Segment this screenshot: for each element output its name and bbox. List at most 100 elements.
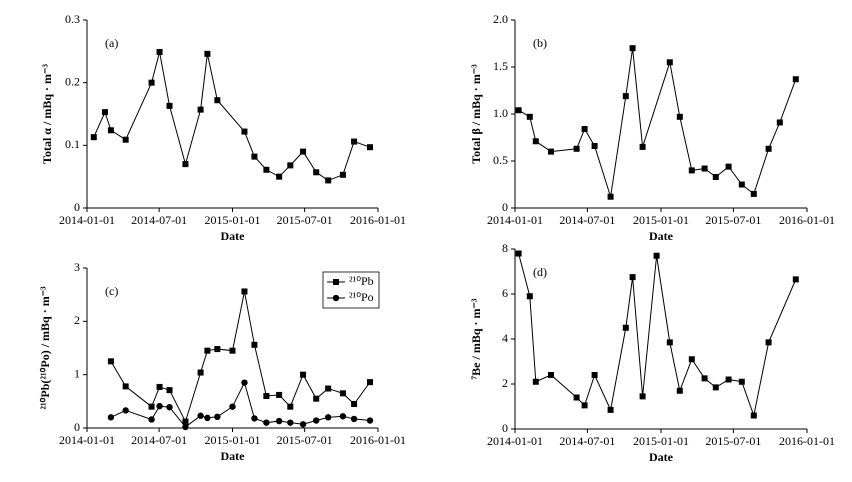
marker: [275, 417, 283, 425]
marker: [573, 394, 580, 401]
marker: [122, 136, 129, 143]
marker: [622, 324, 629, 331]
panel-label: (c): [105, 284, 118, 298]
y-tick-label: 8: [502, 241, 508, 255]
marker: [339, 413, 347, 420]
marker: [241, 128, 248, 135]
marker: [725, 376, 732, 383]
y-tick-label: 2: [74, 313, 80, 327]
marker: [526, 113, 533, 120]
panel-label: (d): [533, 265, 547, 279]
marker: [299, 421, 307, 428]
marker: [148, 403, 155, 410]
marker: [214, 346, 221, 353]
marker: [765, 339, 772, 346]
marker: [263, 166, 270, 173]
legend-label: ²¹⁰Po: [349, 290, 374, 304]
y-axis-label: ²¹⁰Pb(²¹⁰Po) / mBq · m⁻³: [38, 286, 52, 410]
marker: [325, 385, 332, 392]
y-tick-label: 2.0: [493, 12, 508, 26]
y-axis-label: ⁷Be / mBq · m⁻³: [469, 298, 483, 379]
x-tick-label: 2016-01-01: [779, 434, 835, 448]
marker: [182, 161, 189, 168]
marker: [107, 127, 114, 134]
x-tick-label: 2016-01-01: [350, 433, 406, 447]
marker: [666, 339, 673, 346]
y-tick-label: 4: [502, 331, 508, 345]
marker: [332, 294, 340, 302]
marker: [214, 97, 221, 104]
y-tick-label: 1.0: [493, 106, 508, 120]
marker: [313, 417, 320, 424]
x-tick-label: 2016-01-01: [779, 213, 835, 227]
marker: [182, 423, 189, 431]
x-tick-label: 2015-01-01: [633, 213, 689, 227]
marker: [287, 403, 294, 410]
marker: [229, 347, 236, 354]
marker: [197, 412, 204, 419]
panel-label: (b): [533, 36, 547, 50]
marker: [197, 369, 204, 376]
marker: [313, 169, 320, 176]
marker: [263, 419, 270, 426]
marker: [607, 193, 614, 200]
marker: [251, 153, 258, 160]
marker: [325, 177, 332, 184]
x-tick-label: 2014-01-01: [59, 433, 115, 447]
y-tick-label: 0.1: [65, 137, 80, 151]
marker: [148, 79, 155, 86]
x-axis-label: Date: [221, 449, 246, 463]
y-tick-label: 2: [502, 376, 508, 390]
marker: [156, 383, 163, 390]
marker: [313, 395, 320, 402]
marker: [701, 375, 708, 382]
panel: 0 0.5 1.0 1.5 2.0 2014-01-01 2014-07-01 2015-01…: [469, 12, 835, 243]
marker: [712, 173, 719, 180]
x-tick-label: 2014-01-01: [59, 213, 115, 227]
x-tick-label: 2014-07-01: [131, 213, 187, 227]
x-tick-label: 2014-07-01: [131, 433, 187, 447]
marker: [107, 358, 114, 365]
marker: [148, 416, 155, 423]
marker: [548, 372, 554, 378]
marker: [122, 407, 129, 414]
x-tick-label: 2016-01-01: [350, 213, 406, 227]
marker: [688, 356, 695, 363]
marker: [792, 276, 799, 283]
marker: [653, 252, 660, 259]
marker: [287, 162, 294, 169]
marker: [515, 107, 522, 114]
y-tick-label: 1: [74, 366, 80, 380]
marker: [166, 102, 173, 109]
marker: [712, 384, 719, 391]
marker: [263, 393, 270, 399]
y-tick-label: 0.5: [493, 153, 508, 167]
marker: [333, 279, 339, 285]
y-tick-label: 6: [502, 286, 508, 300]
marker: [166, 404, 173, 411]
legend-box: [322, 271, 380, 309]
marker: [629, 45, 636, 52]
x-axis-label: Date: [649, 450, 674, 464]
x-tick-label: 2015-07-01: [705, 434, 761, 448]
y-tick-label: 0: [74, 420, 80, 434]
x-tick-label: 2015-01-01: [205, 213, 261, 227]
marker: [581, 402, 588, 409]
panel: 0 1 2 3 2014-01-01 2014-07-01 2015-01-01 2015-0…: [38, 260, 406, 463]
marker: [324, 414, 332, 421]
series-line: [518, 253, 797, 418]
marker: [351, 138, 358, 145]
marker: [792, 76, 799, 83]
series-line: [93, 51, 371, 181]
marker: [214, 413, 221, 420]
y-tick-label: 0.2: [65, 74, 80, 88]
marker: [676, 113, 683, 120]
marker: [738, 181, 745, 188]
marker: [591, 142, 598, 149]
marker: [532, 138, 539, 145]
legend-label: ²¹⁰Pb: [349, 274, 374, 288]
marker: [204, 347, 211, 354]
y-tick-label: 0: [74, 200, 80, 214]
panel: 0 2 4 6 8 2014-01-01 2014-07-01 2015-01-01 2015-…: [469, 241, 835, 464]
marker: [629, 274, 636, 281]
